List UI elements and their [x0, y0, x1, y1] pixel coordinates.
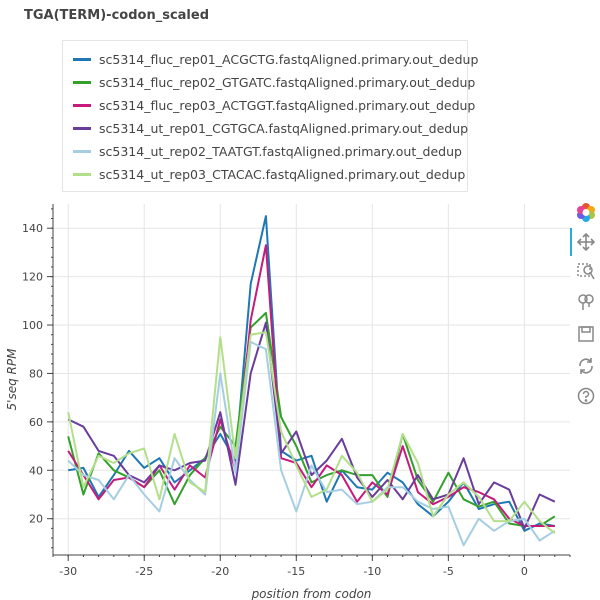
active-tool-indicator	[570, 228, 572, 256]
y-tick-label: 80	[29, 367, 43, 380]
pan-tool-icon[interactable]	[576, 232, 596, 252]
x-axis-label: position from codon	[251, 587, 372, 600]
legend-swatch	[73, 149, 91, 153]
wheel-zoom-tool-icon[interactable]	[576, 292, 596, 312]
y-tick-label: 60	[29, 416, 43, 429]
legend-label: sc5314_ut_rep02_TAATGT.fastqAligned.prim…	[99, 143, 462, 159]
legend-swatch	[73, 126, 91, 130]
legend-item[interactable]: sc5314_fluc_rep03_ACTGGT.fastqAligned.pr…	[73, 95, 475, 115]
reset-tool-icon[interactable]	[576, 356, 596, 376]
y-tick-label: 20	[29, 513, 43, 526]
legend-item[interactable]: sc5314_fluc_rep01_ACGCTG.fastqAligned.pr…	[73, 49, 478, 69]
bokeh-logo-icon[interactable]	[576, 202, 596, 222]
legend-label: sc5314_fluc_rep03_ACTGGT.fastqAligned.pr…	[99, 97, 476, 113]
series-line-3	[67, 244, 555, 527]
x-tick-label: 0	[521, 565, 528, 578]
toolbar	[570, 198, 600, 408]
save-tool-icon[interactable]	[576, 324, 596, 344]
x-tick-label: -5	[443, 565, 454, 578]
legend-item[interactable]: sc5314_ut_rep01_CGTGCA.fastqAligned.prim…	[73, 118, 468, 138]
x-tick-label: -20	[211, 565, 229, 578]
series-line-6	[67, 331, 556, 534]
x-tick-label: -30	[59, 565, 77, 578]
legend-item[interactable]: sc5314_ut_rep02_TAATGT.fastqAligned.prim…	[73, 141, 462, 161]
y-tick-label: 120	[22, 271, 43, 284]
y-axis-label: 5'seq RPM	[5, 348, 19, 411]
series-line-5	[67, 341, 556, 547]
legend-swatch	[73, 103, 91, 107]
legend-label: sc5314_ut_rep03_CTACAC.fastqAligned.prim…	[99, 166, 466, 182]
legend-item[interactable]: sc5314_fluc_rep02_GTGATC.fastqAligned.pr…	[73, 72, 475, 92]
box-zoom-tool-icon[interactable]	[576, 262, 596, 282]
help-tool-icon[interactable]	[576, 386, 596, 406]
x-tick-label: -15	[287, 565, 305, 578]
legend-label: sc5314_fluc_rep02_GTGATC.fastqAligned.pr…	[99, 74, 476, 90]
legend-label: sc5314_fluc_rep01_ACGCTG.fastqAligned.pr…	[99, 51, 479, 67]
x-tick-label: -25	[135, 565, 153, 578]
x-tick-label: -10	[363, 565, 381, 578]
y-tick-label: 100	[22, 319, 43, 332]
legend-swatch	[73, 57, 91, 61]
y-tick-label: 140	[22, 222, 43, 235]
legend[interactable]: sc5314_fluc_rep01_ACGCTG.fastqAligned.pr…	[62, 40, 478, 192]
chart-title: TGA(TERM)-codon_scaled	[24, 8, 209, 23]
legend-swatch	[73, 80, 91, 84]
y-tick-label: 40	[29, 464, 43, 477]
legend-item[interactable]: sc5314_ut_rep03_CTACAC.fastqAligned.prim…	[73, 164, 465, 184]
series-line-4	[67, 321, 556, 530]
legend-label: sc5314_ut_rep01_CGTGCA.fastqAligned.prim…	[99, 120, 469, 136]
legend-swatch	[73, 172, 91, 176]
